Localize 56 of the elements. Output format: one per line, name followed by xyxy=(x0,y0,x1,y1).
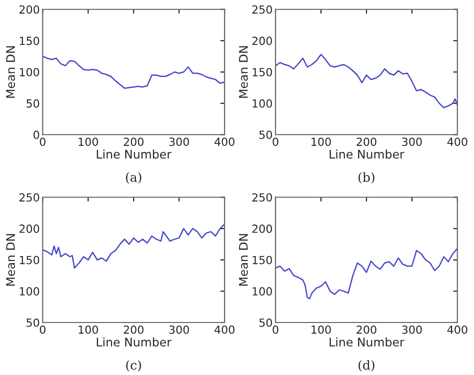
x-tick-label: 100 xyxy=(78,138,98,146)
x-tick-label: 200 xyxy=(356,325,376,334)
x-tick-label: 400 xyxy=(447,138,468,146)
x-tick-label: 300 xyxy=(402,325,422,334)
y-tick-label: 250 xyxy=(19,193,40,202)
y-tick-label: 50 xyxy=(259,318,272,327)
y-tick-label: 200 xyxy=(19,224,40,233)
text: (d) xyxy=(358,360,374,372)
x-axis-title: Line Number xyxy=(330,150,404,159)
line-series xyxy=(42,224,225,269)
y-tick-label: 0 xyxy=(34,130,40,140)
x-tick-label: 0 xyxy=(272,325,278,334)
x-tick-label: 300 xyxy=(169,325,189,334)
x-axis-title: Line Number xyxy=(96,337,172,347)
y-tick-label: 50 xyxy=(259,130,272,140)
line-series xyxy=(276,248,458,300)
text: (b) xyxy=(358,172,374,184)
line-series xyxy=(42,56,225,89)
x-tick-label: 100 xyxy=(312,325,331,334)
x-tick-label: 100 xyxy=(312,138,331,146)
y-tick-label: 50 xyxy=(26,99,40,108)
text: (c) xyxy=(126,360,142,372)
x-tick-label: 200 xyxy=(124,325,144,334)
y-tick-label: 200 xyxy=(19,5,40,14)
y-tick-label: 50 xyxy=(26,318,40,327)
y-tick-label: 150 xyxy=(252,68,272,76)
y-axis-title: Mean DN xyxy=(239,46,248,98)
x-tick-label: 0 xyxy=(40,325,46,334)
x-tick-label: 0 xyxy=(272,138,278,146)
y-tick-label: 150 xyxy=(20,36,40,46)
text: (a) xyxy=(126,172,142,184)
x-tick-label: 400 xyxy=(447,325,468,334)
x-axis-title: Line Number xyxy=(330,337,404,347)
y-tick-label: 100 xyxy=(20,287,40,296)
y-tick-label: 150 xyxy=(252,256,272,264)
x-tick-label: 100 xyxy=(78,325,98,334)
y-tick-label: 150 xyxy=(20,256,40,264)
line-series xyxy=(276,54,458,108)
x-tick-label: 300 xyxy=(402,138,422,146)
y-tick-label: 200 xyxy=(252,36,272,46)
x-tick-label: 0 xyxy=(40,138,46,146)
x-tick-label: 400 xyxy=(214,325,234,334)
y-axis-title: Mean DN xyxy=(6,46,15,98)
y-tick-label: 100 xyxy=(252,287,272,296)
y-tick-label: 100 xyxy=(252,99,272,108)
y-tick-label: 250 xyxy=(252,5,272,14)
y-tick-label: 100 xyxy=(20,68,40,76)
y-tick-label: 250 xyxy=(252,193,272,202)
x-axis-title: Line Number xyxy=(96,150,172,159)
x-tick-label: 200 xyxy=(356,138,376,146)
x-tick-label: 400 xyxy=(214,138,234,146)
y-axis-title: Mean DN xyxy=(6,234,15,286)
x-tick-label: 300 xyxy=(169,138,189,146)
y-axis-title: Mean DN xyxy=(239,234,248,286)
x-tick-label: 200 xyxy=(124,138,144,146)
y-tick-label: 200 xyxy=(252,224,272,233)
